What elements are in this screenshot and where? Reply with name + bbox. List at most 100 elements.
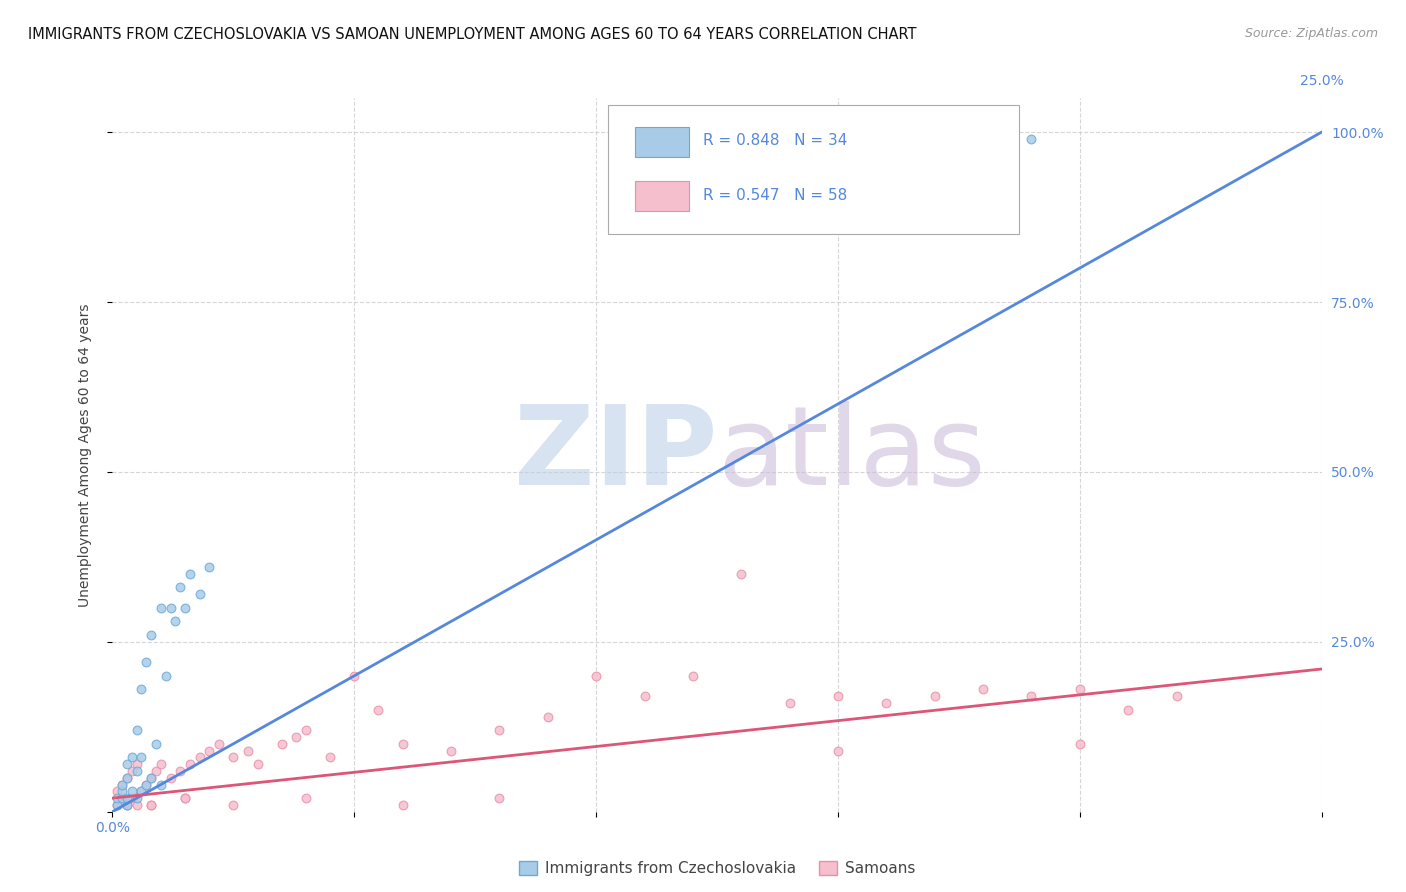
Point	[367, 703, 389, 717]
Point	[125, 791, 148, 805]
Point	[131, 682, 153, 697]
Point	[159, 600, 181, 615]
Point	[174, 791, 197, 805]
Point	[115, 771, 138, 785]
Point	[111, 791, 134, 805]
Point	[972, 682, 994, 697]
Point	[121, 764, 143, 778]
Legend: Immigrants from Czechoslovakia, Samoans: Immigrants from Czechoslovakia, Samoans	[513, 855, 921, 882]
Point	[141, 797, 163, 812]
Point	[198, 560, 221, 574]
Point	[827, 743, 849, 757]
Point	[105, 784, 128, 798]
Point	[121, 750, 143, 764]
Point	[179, 566, 201, 581]
Point	[730, 566, 752, 581]
Point	[145, 764, 167, 778]
Point	[135, 778, 157, 792]
Point	[169, 581, 191, 595]
Point	[149, 778, 172, 792]
Point	[875, 696, 897, 710]
Point	[115, 791, 138, 805]
Point	[115, 771, 138, 785]
Point	[440, 743, 463, 757]
Point	[488, 791, 510, 805]
Point	[131, 750, 153, 764]
Point	[222, 750, 245, 764]
Point	[135, 778, 157, 792]
Point	[105, 797, 128, 812]
Point	[105, 797, 128, 812]
Text: IMMIGRANTS FROM CZECHOSLOVAKIA VS SAMOAN UNEMPLOYMENT AMONG AGES 60 TO 64 YEARS : IMMIGRANTS FROM CZECHOSLOVAKIA VS SAMOAN…	[28, 27, 917, 42]
Point	[585, 669, 607, 683]
Text: Source: ZipAtlas.com: Source: ZipAtlas.com	[1244, 27, 1378, 40]
Point	[115, 797, 138, 812]
Point	[105, 791, 128, 805]
Point	[111, 784, 134, 798]
Point	[1021, 689, 1043, 703]
Point	[149, 757, 172, 772]
Y-axis label: Unemployment Among Ages 60 to 64 years: Unemployment Among Ages 60 to 64 years	[77, 303, 91, 607]
Point	[141, 797, 163, 812]
Point	[1069, 737, 1091, 751]
Point	[115, 797, 138, 812]
Point	[188, 587, 211, 601]
FancyBboxPatch shape	[609, 105, 1019, 234]
Point	[131, 784, 153, 798]
Point	[343, 669, 366, 683]
Point	[145, 737, 167, 751]
Point	[682, 669, 704, 683]
Point	[135, 655, 157, 669]
Point	[198, 743, 221, 757]
Point	[633, 689, 655, 703]
Point	[111, 778, 134, 792]
Point	[319, 750, 342, 764]
Point	[141, 771, 163, 785]
Point	[391, 797, 413, 812]
Point	[169, 764, 191, 778]
Point	[208, 737, 231, 751]
Point	[149, 600, 172, 615]
Text: R = 0.547   N = 58: R = 0.547 N = 58	[703, 187, 846, 202]
Point	[246, 757, 269, 772]
Point	[391, 737, 413, 751]
Point	[1166, 689, 1188, 703]
Point	[270, 737, 292, 751]
Point	[155, 669, 177, 683]
Point	[141, 771, 163, 785]
Text: R = 0.848   N = 34: R = 0.848 N = 34	[703, 134, 846, 148]
Text: ZIP: ZIP	[513, 401, 717, 508]
Point	[115, 757, 138, 772]
Point	[125, 723, 148, 738]
Point	[222, 797, 245, 812]
Point	[131, 784, 153, 798]
Point	[295, 791, 318, 805]
Point	[125, 797, 148, 812]
Point	[159, 771, 181, 785]
Point	[111, 791, 134, 805]
Point	[125, 757, 148, 772]
Point	[121, 791, 143, 805]
Point	[1021, 132, 1043, 146]
Point	[295, 723, 318, 738]
Point	[174, 600, 197, 615]
Point	[488, 723, 510, 738]
FancyBboxPatch shape	[636, 127, 689, 157]
Point	[141, 628, 163, 642]
Point	[285, 730, 308, 744]
Point	[924, 125, 946, 139]
Point	[827, 689, 849, 703]
Point	[188, 750, 211, 764]
Point	[174, 791, 197, 805]
Point	[924, 689, 946, 703]
Text: atlas: atlas	[717, 401, 986, 508]
Point	[125, 764, 148, 778]
Point	[236, 743, 259, 757]
Point	[111, 778, 134, 792]
Point	[537, 709, 560, 723]
Point	[179, 757, 201, 772]
Point	[121, 784, 143, 798]
Point	[115, 797, 138, 812]
Point	[1069, 682, 1091, 697]
Point	[779, 696, 801, 710]
